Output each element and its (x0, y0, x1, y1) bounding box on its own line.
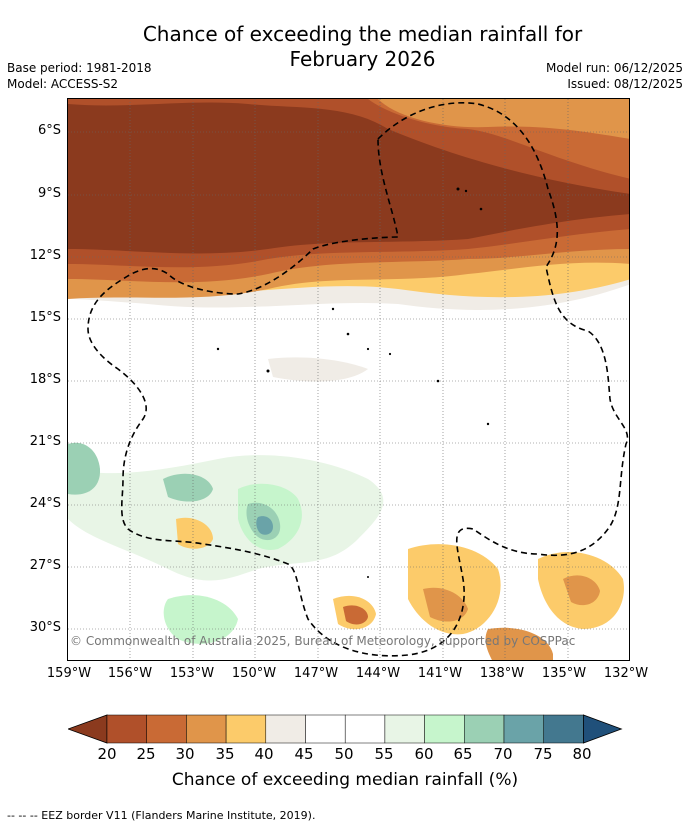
colorbar-segment (265, 714, 306, 744)
lon-label-135w: 135°W (541, 666, 587, 681)
colorbar-tick-75: 75 (533, 745, 553, 763)
model-run-date: Model run: 06/12/2025 (545, 61, 683, 75)
colorbar-arrow-high (583, 714, 623, 744)
colorbar-tick-70: 70 (493, 745, 513, 763)
rainfall-map (67, 98, 630, 661)
lat-label-6s: 6°S (37, 123, 61, 138)
title-line-1: Chance of exceeding the median rainfall … (142, 22, 583, 46)
colorbar-segment (106, 714, 147, 744)
colorbar-segment (543, 714, 584, 744)
lon-label-156w: 156°W (107, 666, 153, 681)
colorbar-segment (344, 714, 386, 744)
colorbar-tick-30: 30 (175, 745, 195, 763)
lon-label-141w: 141°W (417, 666, 463, 681)
lat-label-27s: 27°S (29, 558, 61, 573)
map-canvas (68, 99, 629, 660)
lon-label-159w: 159°W (46, 666, 92, 681)
colorbar-segment (464, 714, 505, 744)
colorbar-segment (503, 714, 544, 744)
colorbar-svg (66, 714, 623, 744)
lon-label-150w: 150°W (231, 666, 277, 681)
lat-label-15s: 15°S (29, 310, 61, 325)
lat-label-30s: 30°S (29, 620, 61, 635)
colorbar-tick-60: 60 (414, 745, 434, 763)
lat-label-12s: 12°S (29, 248, 61, 263)
lat-label-18s: 18°S (29, 372, 61, 387)
dry-patch-h (485, 627, 553, 660)
dry-patch-c (423, 587, 468, 622)
eez-footnote: -- -- -- EEZ border V11 (Flanders Marine… (7, 809, 316, 822)
lon-label-132w: 132°W (603, 666, 649, 681)
map-title: Chance of exceeding the median rainfall … (90, 22, 635, 72)
issued-date: Issued: 08/12/2025 (567, 77, 683, 91)
lon-label-147w: 147°W (293, 666, 339, 681)
colorbar-tick-25: 25 (136, 745, 156, 763)
colorbar-segment (305, 714, 346, 744)
colorbar-arrow-low (66, 714, 108, 744)
band-20 (68, 102, 629, 254)
colorbar (66, 714, 624, 750)
colorbar-segment (384, 714, 425, 744)
eez-border (87, 101, 629, 657)
lat-label-21s: 21°S (29, 434, 61, 449)
islands (216, 187, 490, 578)
dry-patch-e (563, 575, 600, 606)
colorbar-tick-20: 20 (97, 745, 117, 763)
colorbar-tick-45: 45 (294, 745, 314, 763)
lon-label-138w: 138°W (479, 666, 525, 681)
wet-region (68, 455, 384, 581)
base-period: Base period: 1981-2018 (7, 61, 152, 75)
colorbar-tick-55: 55 (374, 745, 394, 763)
colorbar-label: Chance of exceeding median rainfall (%) (171, 770, 519, 790)
colorbar-segment (186, 714, 227, 744)
wet-patch-west (68, 442, 101, 495)
colorbar-segment (146, 714, 187, 744)
graticule (68, 99, 629, 660)
wet-patch-d (163, 473, 213, 502)
wet-patch-c (256, 516, 273, 535)
wet-patch-e (163, 595, 238, 644)
colorbar-tick-40: 40 (254, 745, 274, 763)
lat-label-24s: 24°S (29, 496, 61, 511)
lon-label-153w: 153°W (169, 666, 215, 681)
colorbar-tick-80: 80 (572, 745, 592, 763)
lon-label-144w: 144°W (355, 666, 401, 681)
model-name: Model: ACCESS-S2 (7, 77, 119, 91)
colorbar-segment (225, 714, 267, 744)
model-info: Base period: 1981-2018 Model: ACCESS-S2 (7, 60, 152, 92)
copyright-notice: © Commonwealth of Australia 2025, Bureau… (70, 634, 576, 648)
colorbar-segment (424, 714, 465, 744)
colorbar-tick-65: 65 (453, 745, 473, 763)
colorbar-tick-50: 50 (334, 745, 354, 763)
lat-label-9s: 9°S (37, 186, 61, 201)
issue-info: Model run: 06/12/2025 Issued: 08/12/2025 (546, 60, 683, 92)
dry-patch-g (343, 605, 368, 625)
colorbar-tick-35: 35 (215, 745, 235, 763)
title-line-2: February 2026 (289, 47, 436, 71)
